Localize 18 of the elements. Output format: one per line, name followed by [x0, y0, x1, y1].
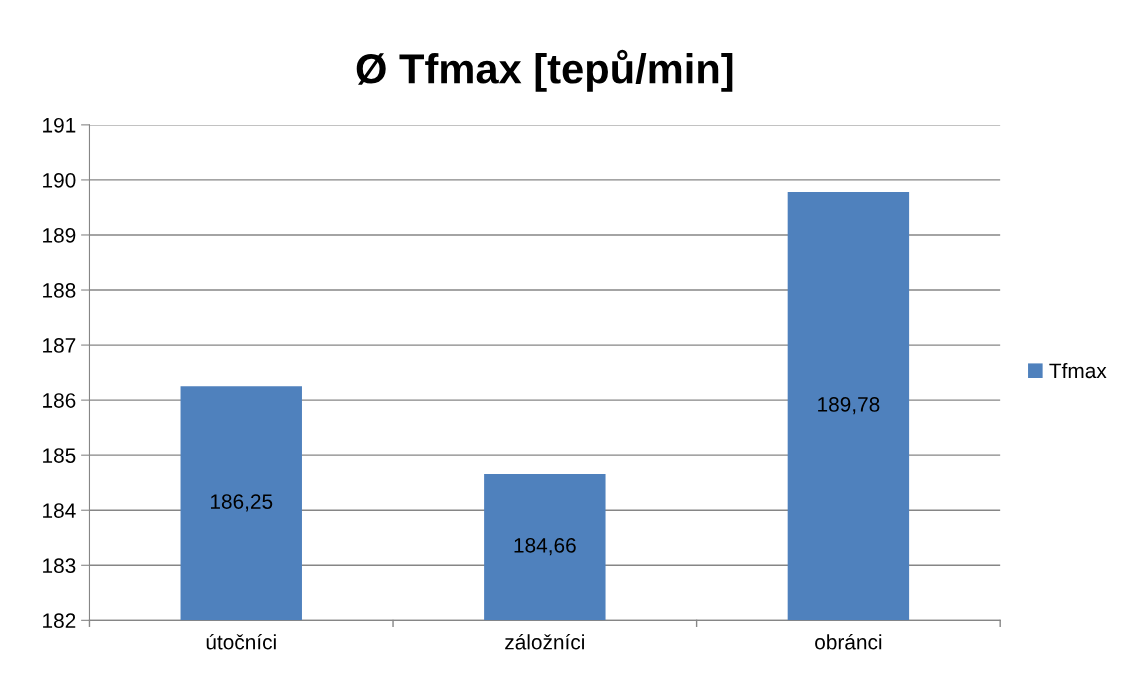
y-tick-label: 191: [43, 117, 76, 133]
legend-label: Tfmax: [1049, 362, 1107, 379]
x-tick-label: útočníci: [206, 633, 276, 650]
y-tick-label: 182: [43, 613, 76, 629]
data-label: 184,66: [514, 537, 576, 556]
y-tick-label: 187: [43, 338, 76, 353]
y-tick-label: 184: [43, 503, 76, 518]
y-tick-label: 188: [43, 283, 76, 298]
data-label: 189,78: [818, 397, 880, 415]
chart-title: Ø Tfmax [tepů/min]: [356, 49, 733, 92]
y-tick-label: 185: [43, 448, 76, 463]
y-tick-label: 189: [43, 227, 76, 243]
x-tick-label: obránci: [815, 633, 882, 650]
x-tick-label: záložníci: [505, 633, 584, 650]
y-tick-label: 186: [43, 393, 76, 408]
y-tick-label: 190: [43, 172, 76, 188]
y-tick-label: 183: [43, 558, 76, 574]
data-label: 186,25: [210, 494, 273, 512]
